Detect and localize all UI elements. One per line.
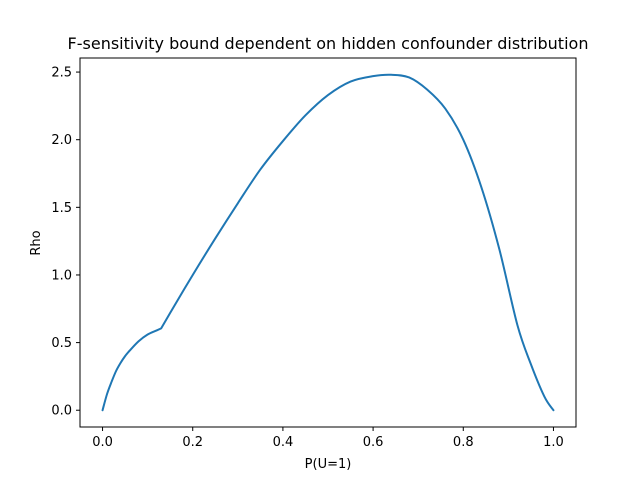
plot-area bbox=[79, 57, 577, 428]
y-tick-label: 2.0 bbox=[51, 133, 72, 148]
axes-frame bbox=[79, 57, 577, 428]
x-tick-label: 0.4 bbox=[273, 435, 294, 450]
y-tick-label: 1.0 bbox=[51, 268, 72, 283]
y-tick-label: 1.5 bbox=[51, 201, 72, 216]
x-tick-label: 0.6 bbox=[363, 435, 384, 450]
y-axis-label: Rho bbox=[29, 230, 44, 255]
x-axis-label: P(U=1) bbox=[305, 457, 352, 472]
y-axis: 0.0 0.5 1.0 1.5 2.0 2.5 bbox=[51, 66, 80, 419]
series-line bbox=[101, 73, 555, 412]
x-tick-label: 0.2 bbox=[182, 435, 203, 450]
chart-title: F-sensitivity bound dependent on hidden … bbox=[68, 34, 589, 53]
y-tick-label: 2.5 bbox=[51, 66, 72, 81]
x-tick-label: 0.0 bbox=[92, 435, 113, 450]
x-tick-label: 0.8 bbox=[453, 435, 474, 450]
y-tick-label: 0.0 bbox=[51, 404, 72, 419]
x-tick-label: 1.0 bbox=[543, 435, 564, 450]
x-axis: 0.0 0.2 0.4 0.6 0.8 1.0 bbox=[92, 427, 564, 450]
y-tick-label: 0.5 bbox=[51, 336, 72, 351]
